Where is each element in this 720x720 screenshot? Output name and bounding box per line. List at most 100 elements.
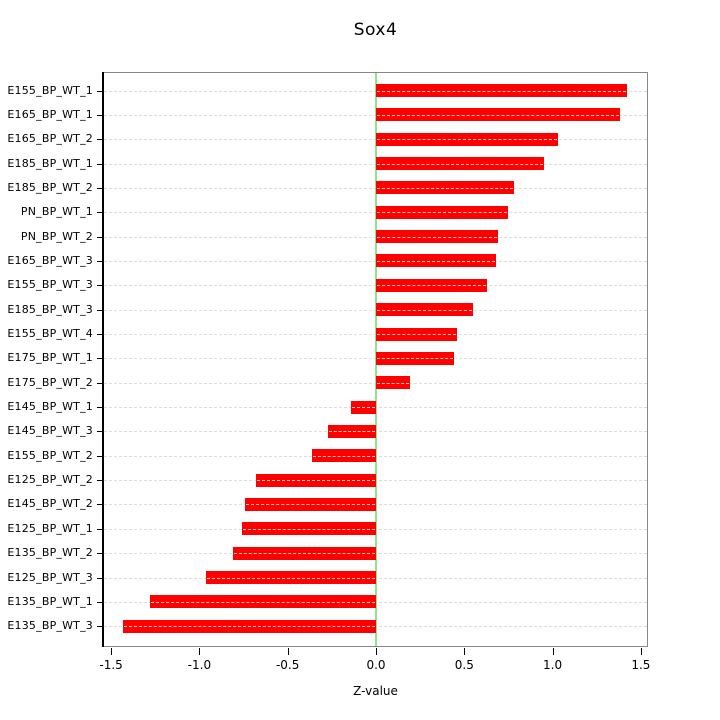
y-axis-label: E165_BP_WT_1 [7,107,93,121]
y-axis-label: E155_BP_WT_3 [7,278,93,292]
x-axis-tick [640,648,642,655]
bar-center-dash [377,236,497,238]
bar [232,546,376,560]
y-axis-tick [97,455,103,457]
y-axis-label: E165_BP_WT_2 [7,132,93,146]
y-axis-tick [97,528,103,530]
bar-center-dash [246,504,375,506]
bar [376,205,509,219]
y-axis-tick [97,309,103,311]
bar-center-dash [329,431,375,433]
bar [123,619,376,633]
y-axis-tick [97,626,103,628]
x-tick-label: -1.5 [99,658,123,672]
bar [241,522,376,536]
bar-center-dash [352,407,375,409]
x-tick-label: 1.0 [543,658,563,672]
bar [376,108,620,122]
y-axis-tick [97,553,103,555]
bar-center-dash [377,163,543,165]
y-axis-tick [97,601,103,603]
y-axis-line [102,72,104,647]
bar-center-dash [377,309,473,311]
y-axis-label: E175_BP_WT_1 [7,351,93,365]
y-axis-label: E145_BP_WT_2 [7,497,93,511]
bar [376,181,514,195]
chart-title: Sox4 [353,20,398,40]
bar [312,449,376,463]
bar-center-dash [233,553,375,555]
bar [376,157,544,171]
x-tick-label: -1.0 [187,658,212,672]
y-axis-label: E135_BP_WT_3 [7,619,93,633]
bar [376,230,498,244]
y-axis-tick [97,212,103,214]
y-axis-label: PN_BP_WT_1 [20,205,93,219]
y-axis-label: E125_BP_WT_3 [7,570,93,584]
bar-center-dash [377,187,513,189]
y-axis-label: E185_BP_WT_1 [7,156,93,170]
y-axis-tick [97,407,103,409]
y-axis-tick [97,334,103,335]
bar-center-dash [242,528,375,530]
y-axis-tick [97,187,103,189]
y-axis-label: E175_BP_WT_2 [7,375,93,389]
x-axis-tick [376,648,377,655]
bar-center-dash [377,139,557,141]
y-axis-label: E185_BP_WT_3 [7,302,93,316]
bar [255,473,376,487]
y-axis-tick [97,90,103,92]
y-axis-label: E155_BP_WT_2 [7,448,93,462]
y-axis-label: E185_BP_WT_2 [7,180,93,194]
bar [245,497,376,511]
bar [376,303,474,317]
bar-center-dash [377,260,496,262]
bar-center-dash [313,455,375,457]
x-tick-label: 0.5 [454,658,474,672]
y-axis-tick [97,480,103,482]
y-axis-tick [97,382,103,384]
bar [149,595,376,609]
bar-center-dash [150,601,375,603]
bar-center-dash [124,626,375,628]
x-axis-tick [287,648,289,655]
y-axis-tick [97,431,103,433]
bar [328,424,376,438]
y-axis-label: E155_BP_WT_1 [7,83,93,97]
x-tick-label: 1.5 [631,658,651,672]
bar-center-dash [377,114,619,116]
y-axis-tick [97,236,103,238]
y-axis-tick [97,285,103,287]
bar-center-dash [377,334,457,335]
x-axis-tick [111,648,113,655]
bar-center-dash [377,285,487,287]
bar [376,132,558,146]
x-axis-tick [464,648,466,655]
bar-center-dash [377,90,626,92]
x-axis-tick [199,648,201,655]
x-tick-label: 0.0 [366,658,386,672]
y-axis-tick [97,114,103,116]
y-axis-label: E135_BP_WT_1 [7,594,93,608]
y-axis-label: E125_BP_WT_2 [7,473,93,487]
bar [351,400,376,414]
bar-center-dash [377,358,453,360]
y-axis-label: E135_BP_WT_2 [7,546,93,560]
bar-center-dash [207,577,375,579]
x-tick-label: -0.5 [275,658,300,672]
bar [376,254,497,268]
bar-center-dash [377,212,508,214]
x-axis-title: Z-value [353,684,398,698]
bar [376,376,410,390]
y-axis-label: E145_BP_WT_3 [7,424,93,438]
y-axis-tick [97,139,103,141]
bar [206,571,376,584]
bar [376,278,488,292]
bar [376,84,627,97]
x-axis-tick [552,648,554,655]
y-axis-tick [97,358,103,360]
y-axis-label: E125_BP_WT_1 [7,521,93,535]
bar [376,327,458,341]
y-axis-tick [97,163,103,165]
